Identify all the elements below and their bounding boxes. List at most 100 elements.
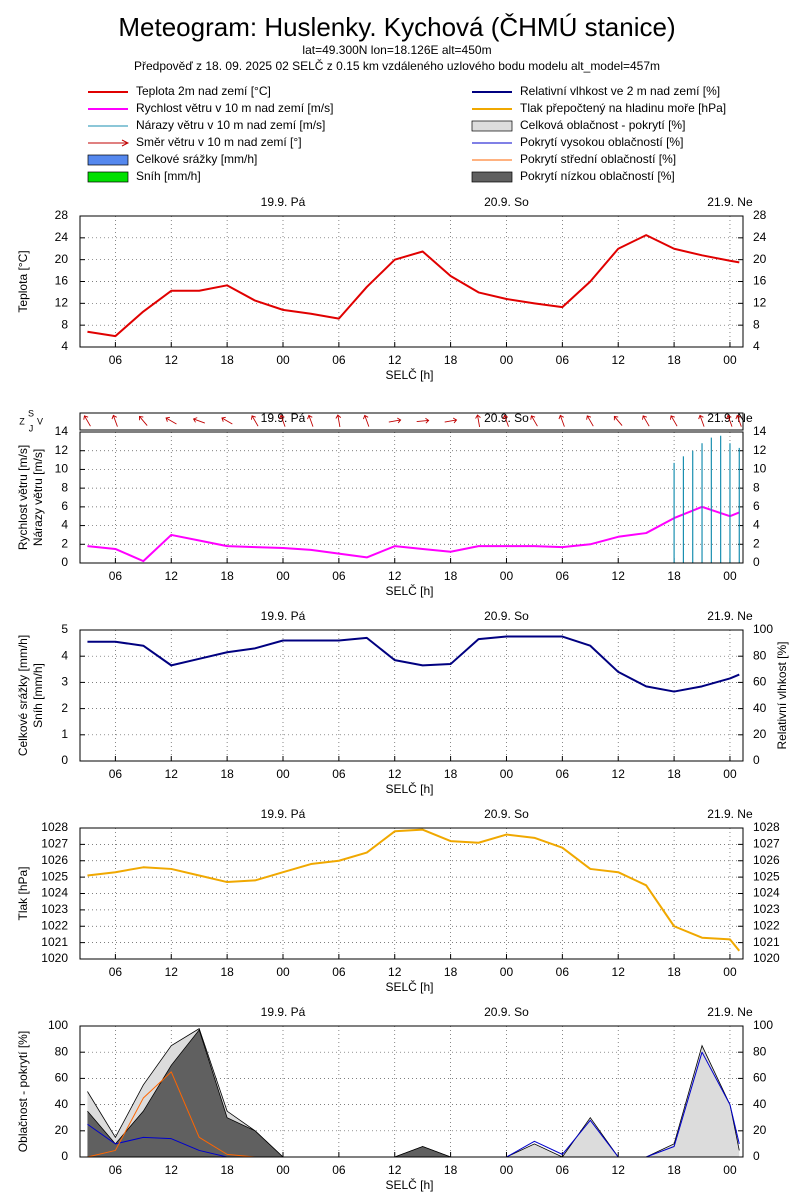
x-tick-label: 06 [556, 569, 570, 583]
y-axis-label: Nárazy větru [m/s] [31, 449, 45, 546]
y-tick-label: 1027 [41, 837, 68, 851]
x-tick-label: 12 [612, 767, 626, 781]
day-label: 19.9. Pá [261, 807, 306, 821]
wind-arrow [530, 415, 538, 427]
x-tick-label: 12 [165, 569, 179, 583]
x-tick-label: 12 [612, 1163, 626, 1177]
title: Meteogram: Huslenky. Kychová (ČHMÚ stani… [118, 12, 675, 42]
x-tick-label: 06 [332, 1163, 346, 1177]
subtitle: lat=49.300N lon=18.126E alt=450m [302, 43, 491, 57]
x-tick-label: 18 [667, 569, 681, 583]
series-line [87, 828, 741, 952]
y2-tick-label: 4 [753, 339, 760, 353]
x-tick-label: 18 [220, 1163, 234, 1177]
x-tick-label: 06 [556, 767, 570, 781]
y2-tick-label: 4 [753, 518, 760, 532]
y2-tick-label: 2 [753, 536, 760, 550]
day-label: 20.9. So [484, 411, 529, 425]
y-tick-label: 1026 [41, 853, 68, 867]
x-tick-label: 06 [332, 569, 346, 583]
x-tick-label: 12 [388, 1163, 402, 1177]
y2-tick-label: 1025 [753, 869, 780, 883]
x-tick-label: 12 [388, 353, 402, 367]
y-tick-label: 4 [61, 339, 68, 353]
legend-label: Rychlost větru v 10 m nad zemí [m/s] [136, 101, 333, 115]
x-tick-label: 18 [444, 1163, 458, 1177]
y-tick-label: 1021 [41, 935, 68, 949]
y-tick-label: 1024 [41, 886, 68, 900]
y2-tick-label: 1020 [753, 951, 780, 965]
day-label: 21.9. Ne [707, 609, 753, 623]
plot-frame [79, 431, 744, 564]
wind-arrow [363, 414, 370, 427]
x-tick-label: 12 [388, 569, 402, 583]
day-label: 19.9. Pá [261, 1005, 306, 1019]
legend-label: Pokrytí nízkou oblačností [%] [520, 169, 675, 183]
wind-arrow [735, 414, 742, 427]
y2-tick-label: 1023 [753, 902, 780, 916]
y-tick-label: 1023 [41, 902, 68, 916]
day-label: 21.9. Ne [707, 411, 753, 425]
legend-swatch [87, 154, 129, 166]
y2-tick-label: 12 [753, 443, 767, 457]
legend-label: Celkové srážky [mm/h] [136, 152, 257, 166]
legend-swatch [471, 120, 513, 132]
y-tick-label: 100 [48, 1018, 68, 1032]
x-tick-label: 12 [165, 1163, 179, 1177]
plot-frame [79, 827, 744, 960]
y-tick-label: 8 [61, 480, 68, 494]
y-tick-label: 10 [55, 462, 69, 476]
y2-tick-label: 1022 [753, 918, 780, 932]
y2-axis-label: Relativní vlhkost [%] [775, 641, 789, 749]
x-tick-label: 00 [500, 569, 514, 583]
wind-arrow [388, 417, 402, 424]
x-tick-label: 00 [276, 767, 290, 781]
y-tick-label: 12 [55, 443, 69, 457]
y2-tick-label: 100 [753, 1018, 773, 1032]
wind-arrow [192, 417, 205, 424]
x-tick-label: 06 [109, 767, 123, 781]
wind-arrow [250, 415, 259, 427]
series-line [87, 635, 740, 693]
y-axis-label: Rychlost větru [m/s] [16, 445, 30, 550]
y2-tick-label: 1026 [753, 853, 780, 867]
y-tick-label: 16 [55, 274, 69, 288]
wind-arrow [139, 415, 148, 426]
legend-label: Pokrytí střední oblačností [%] [520, 152, 676, 166]
x-tick-label: 00 [723, 353, 737, 367]
y2-tick-label: 40 [753, 701, 767, 715]
y2-tick-label: 1028 [753, 820, 780, 834]
y-tick-label: 1020 [41, 951, 68, 965]
wind-arrow [698, 414, 705, 427]
day-label: 21.9. Ne [707, 807, 753, 821]
x-tick-label: 06 [109, 353, 123, 367]
x-tick-label: 12 [612, 569, 626, 583]
wind-arrow [416, 417, 430, 424]
y2-tick-label: 28 [753, 208, 767, 222]
x-tick-label: 00 [723, 767, 737, 781]
x-tick-label: 00 [276, 353, 290, 367]
y-tick-label: 8 [61, 317, 68, 331]
y2-tick-label: 8 [753, 480, 760, 494]
series-line [87, 234, 740, 338]
y2-tick-label: 8 [753, 317, 760, 331]
x-tick-label: 12 [388, 767, 402, 781]
y-tick-label: 0 [61, 555, 68, 569]
y-tick-label: 40 [55, 1097, 69, 1111]
x-tick-label: 06 [332, 965, 346, 979]
x-axis-label: SELČ [h] [385, 367, 433, 382]
y2-tick-label: 1024 [753, 886, 780, 900]
x-tick-label: 00 [276, 1163, 290, 1177]
y-tick-label: 4 [61, 648, 68, 662]
legend-label: Teplota 2m nad zemí [°C] [136, 84, 271, 98]
compass-label: J [29, 423, 34, 433]
y-tick-label: 14 [55, 424, 69, 438]
y-tick-label: 1022 [41, 918, 68, 932]
x-tick-label: 18 [220, 353, 234, 367]
day-label: 20.9. So [484, 195, 529, 209]
y-axis-label: Oblačnost - pokrytí [%] [16, 1031, 30, 1152]
